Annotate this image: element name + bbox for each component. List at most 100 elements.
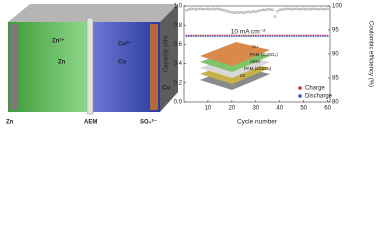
ce-point <box>280 8 284 11</box>
ce-point <box>221 8 224 12</box>
ce-point <box>259 9 262 12</box>
ce-point <box>242 11 246 14</box>
ce-point <box>244 10 248 14</box>
inset-label: Cu <box>252 44 258 49</box>
ce-point <box>230 10 234 14</box>
electrode-label: Cu <box>162 86 170 92</box>
ce-point <box>295 7 298 11</box>
inset-label: PAM (CuSO₄) <box>250 52 278 57</box>
y2-tick-label: 90 <box>332 52 339 58</box>
ce-point <box>288 7 291 11</box>
ce-point <box>249 10 253 14</box>
zn-electrode <box>10 24 18 110</box>
ce-point <box>307 7 310 11</box>
ce-point <box>326 7 329 11</box>
x-axis-title: Cycle number <box>237 119 278 126</box>
y-tick-label: 1.0 <box>174 4 183 10</box>
legend-marker <box>298 94 302 98</box>
x-tick-label: 50 <box>300 106 307 112</box>
x-tick-label: 60 <box>324 106 331 112</box>
inset-layer <box>200 42 270 66</box>
ce-point <box>261 8 265 12</box>
ce-point <box>256 9 260 13</box>
inset-label: PAM (ZnSO₄) <box>244 66 272 71</box>
y-tick-label: 0.4 <box>174 61 183 67</box>
ce-point <box>211 7 214 11</box>
ce-point <box>300 7 303 11</box>
ce-point <box>213 8 217 11</box>
ion-label: Cu²⁺ <box>118 41 131 48</box>
ce-point <box>192 7 195 11</box>
ce-point <box>290 8 293 11</box>
legend-marker <box>298 86 302 90</box>
battery-schematic: Zn²⁺ Zn Cu²⁺ Cu Cu Zn AEM SO₄²⁻ <box>6 4 178 126</box>
x-tick-label: 40 <box>276 106 283 112</box>
ce-point <box>185 9 188 12</box>
ce-point <box>233 11 236 14</box>
ce-point <box>266 8 270 11</box>
x-tick-label: 20 <box>229 106 236 112</box>
ce-point <box>218 8 222 11</box>
ce-point <box>187 8 191 11</box>
legend-label: Discharge <box>305 94 333 100</box>
cu-chamber <box>92 22 160 112</box>
zn-chamber <box>8 22 88 112</box>
y-tick-label: 0.8 <box>174 23 183 29</box>
ce-point <box>283 8 286 11</box>
ce-point <box>201 8 205 11</box>
ce-point <box>199 7 203 11</box>
ce-point <box>316 8 320 11</box>
aem-membrane <box>86 17 94 115</box>
ce-point <box>254 10 258 14</box>
ce-point <box>209 8 212 11</box>
ce-point <box>194 8 198 11</box>
ce-point <box>223 9 226 12</box>
y-tick-label: 0.0 <box>174 100 183 106</box>
x-tick-label: 30 <box>252 106 259 112</box>
chart: 10 mA cm⁻² Cycle number Capacity (Ah) Co… <box>164 4 374 126</box>
ce-point <box>206 7 210 11</box>
ce-point <box>228 10 231 14</box>
ce-point <box>304 8 308 11</box>
inset-label: Zn <box>240 73 246 78</box>
ce-point <box>204 7 207 11</box>
bottom-label: AEM <box>84 120 97 126</box>
ce-point <box>216 7 219 11</box>
ce-point <box>292 7 296 11</box>
ce-point <box>311 7 315 11</box>
y-axis-title: Capacity (Ah) <box>164 36 170 72</box>
ce-point <box>264 8 267 12</box>
bottom-label: SO₄²⁻ <box>140 119 157 126</box>
ce-point <box>273 15 277 18</box>
ce-point <box>240 10 243 14</box>
ce-point <box>247 10 250 14</box>
y2-axis-title: Coulombic efficiency (%) <box>367 21 373 87</box>
ce-point <box>285 7 289 11</box>
ion-label: Zn²⁺ <box>52 38 65 45</box>
y2-tick-label: 100 <box>332 4 343 10</box>
ce-point <box>276 10 279 13</box>
ce-point <box>252 10 255 13</box>
cu-electrode <box>150 24 158 110</box>
cell-side <box>160 4 178 112</box>
ce-point <box>321 7 325 11</box>
ce-point <box>268 8 272 11</box>
inset-label: AEM <box>250 59 260 64</box>
ce-point <box>271 8 274 12</box>
ce-point <box>235 10 238 14</box>
annotation: 10 mA cm⁻² <box>231 29 266 36</box>
y2-tick-label: 95 <box>332 28 339 34</box>
bottom-label: Zn <box>6 120 14 126</box>
legend-label: Charge <box>305 86 325 92</box>
ce-point <box>237 11 241 14</box>
page: {"schematic": {"labels": ["Zn²⁺", "Zn", … <box>6 3 374 126</box>
y-tick-label: 0.6 <box>174 42 183 48</box>
ce-point <box>309 8 313 11</box>
y2-tick-label: 80 <box>332 100 339 106</box>
y-tick-label: 0.2 <box>174 80 183 86</box>
electrode-label: Zn <box>58 60 66 66</box>
ce-point <box>323 8 327 11</box>
ce-point <box>302 7 305 11</box>
electrode-label: Cu <box>118 60 126 66</box>
ce-point <box>297 8 301 11</box>
